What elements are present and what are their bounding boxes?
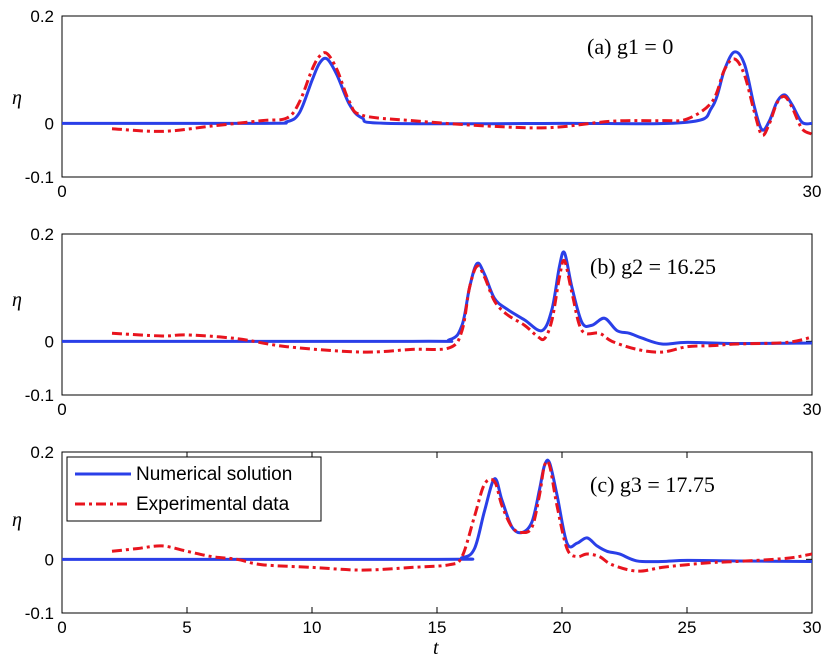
- panel-a-ticks: 0 30-0.100.2: [25, 7, 822, 201]
- panel-a-ytick-label-2: 0.2: [30, 7, 54, 26]
- panel-a: 0 30-0.100.2 η (a) g1 = 0: [12, 7, 821, 201]
- panel-c-ylabel: η: [12, 509, 22, 531]
- panel-b-label: (b) g2 = 16.25: [590, 254, 716, 279]
- panel-b-ytick-label-0: -0.1: [25, 386, 54, 405]
- panel-c-xtick-label-3: 15: [428, 618, 447, 637]
- panel-a-series-experimental: [111, 51, 812, 137]
- panel-c-xtick-label-2: 10: [303, 618, 322, 637]
- panel-c-label: (c) g3 = 17.75: [590, 472, 715, 497]
- panel-c: 0 5 10 15 20 25 30-0.100.2 η (c) g3 = 17.75 Nu…: [12, 443, 821, 637]
- x-axis-label: t: [433, 637, 439, 659]
- panel-b-xtick-label-1: 30: [803, 400, 822, 419]
- panel-c-ytick-label-0: -0.1: [25, 604, 54, 623]
- plot-area-b: [61, 233, 813, 396]
- panel-b-ytick-label-2: 0.2: [30, 225, 54, 244]
- legend-box: [66, 456, 322, 522]
- panel-c-series-experimental: [111, 459, 812, 573]
- panel-c-xtick-label-0: 0: [57, 618, 66, 637]
- panel-b-ticks: 0 30-0.100.2: [25, 225, 822, 419]
- panel-b-lines: [62, 250, 812, 354]
- panel-b-series-experimental: [111, 258, 812, 354]
- panel-c-ticks: 0 5 10 15 20 25 30-0.100.2: [25, 443, 822, 637]
- panel-a-xtick-label-0: 0: [57, 182, 66, 201]
- panel-c-xtick-label-5: 25: [678, 618, 697, 637]
- panel-b: 0 30-0.100.2 η (b) g2 = 16.25: [12, 225, 821, 419]
- plot-area-a: [61, 15, 813, 178]
- panel-c-xtick-label-4: 20: [553, 618, 572, 637]
- panel-a-ylabel: η: [12, 87, 22, 109]
- legend: Numerical solution Experimental data: [66, 456, 322, 522]
- panel-a-series-numerical: [62, 50, 812, 132]
- panel-a-label: (a) g1 = 0: [587, 34, 673, 59]
- panel-c-ytick-label-2: 0.2: [30, 443, 54, 462]
- panel-c-ytick-label-1: 0: [45, 550, 54, 569]
- panel-c-xtick-label-1: 5: [182, 618, 191, 637]
- panel-a-lines: [62, 50, 812, 137]
- panel-a-ytick-label-0: -0.1: [25, 168, 54, 187]
- panel-b-series-numerical: [62, 250, 812, 346]
- panel-a-xtick-label-1: 30: [803, 182, 822, 201]
- panel-b-ytick-label-1: 0: [45, 332, 54, 351]
- panel-c-xtick-label-6: 30: [803, 618, 822, 637]
- legend-label-experimental: Experimental data: [136, 494, 290, 515]
- panel-c-lines: [62, 458, 812, 573]
- panel-b-ylabel: η: [12, 289, 22, 311]
- panel-a-ytick-label-1: 0: [45, 114, 54, 133]
- legend-label-numerical: Numerical solution: [136, 464, 292, 485]
- panel-b-xtick-label-0: 0: [57, 400, 66, 419]
